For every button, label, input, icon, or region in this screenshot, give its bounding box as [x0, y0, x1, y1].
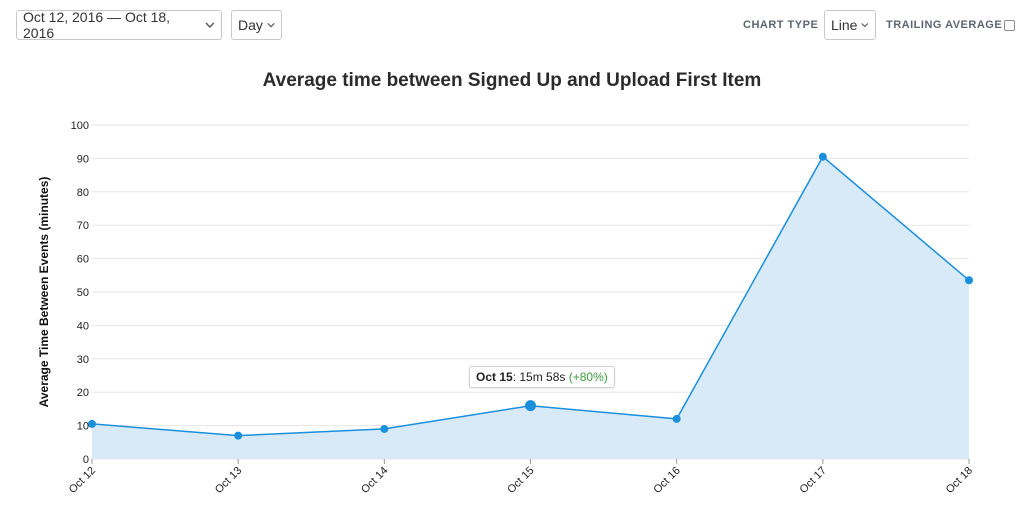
y-tick-label: 90: [77, 153, 89, 165]
y-tick-label: 80: [77, 187, 89, 199]
data-points: [88, 152, 973, 440]
y-axis-ticks: 0 10 20 30 40 50 60 70 80 90 100: [71, 120, 89, 466]
trailing-average-checkbox[interactable]: [1004, 20, 1015, 31]
tooltip-value: 15m 58s: [519, 370, 566, 384]
x-tick-label: Oct 14: [359, 465, 390, 496]
y-tick-label: 40: [77, 320, 89, 332]
x-tick-label: Oct 13: [213, 465, 244, 496]
chevron-down-icon: [267, 22, 275, 28]
tooltip-separator: :: [512, 370, 517, 384]
x-tick-label: Oct 16: [651, 465, 682, 496]
data-point[interactable]: [88, 419, 96, 428]
area-fill-layer: [92, 156, 969, 459]
chart-title: Average time between Signed Up and Uploa…: [262, 70, 762, 91]
data-point[interactable]: [965, 276, 973, 285]
chevron-down-icon: [205, 22, 215, 28]
x-axis-ticks: Oct 12 Oct 13 Oct 14 Oct 15 Oct 16 Oct 17 Oct …: [67, 459, 975, 496]
y-tick-label: 30: [77, 354, 89, 366]
trailing-average-label: TRAILING AVERAGE: [886, 19, 1003, 31]
data-point[interactable]: [672, 414, 681, 423]
data-tooltip: Oct 15: 15m 58s (+80%): [469, 366, 615, 388]
tooltip-change: (+80%): [568, 370, 608, 384]
area-fill: [92, 156, 969, 459]
date-range-select[interactable]: Oct 12, 2016 — Oct 18, 2016: [16, 9, 222, 41]
y-tick-label: 100: [71, 120, 89, 132]
chevron-down-icon: [861, 23, 869, 28]
y-axis-label: Average Time Between Events (minutes): [37, 177, 51, 408]
x-tick-label: Oct 15: [505, 465, 536, 496]
granularity-select[interactable]: Day: [231, 10, 282, 40]
x-tick-label: Oct 12: [67, 465, 98, 496]
y-tick-label: 60: [77, 254, 89, 266]
y-tick-label: 10: [77, 421, 89, 433]
chart-type-label: CHART TYPE: [743, 19, 819, 31]
toolbar: Oct 12, 2016 — Oct 18, 2016 Day CHART TY…: [0, 0, 1024, 52]
granularity-value: Day: [238, 17, 263, 33]
data-point[interactable]: [234, 431, 243, 440]
y-tick-label: 50: [77, 287, 89, 299]
chart-type-select[interactable]: Line: [824, 10, 876, 40]
y-tick-label: 20: [77, 387, 89, 399]
y-tick-label: 70: [77, 220, 89, 232]
tooltip-date: Oct 15: [476, 370, 513, 384]
x-tick-label: Oct 17: [798, 465, 829, 496]
y-tick-label: 0: [83, 454, 89, 466]
data-point[interactable]: [818, 152, 827, 161]
date-range-value: Oct 12, 2016 — Oct 18, 2016: [23, 9, 171, 41]
highlighted-data-point[interactable]: [525, 400, 536, 412]
data-point[interactable]: [380, 424, 389, 433]
x-tick-label: Oct 18: [944, 465, 975, 496]
chart-type-value: Line: [831, 17, 858, 33]
